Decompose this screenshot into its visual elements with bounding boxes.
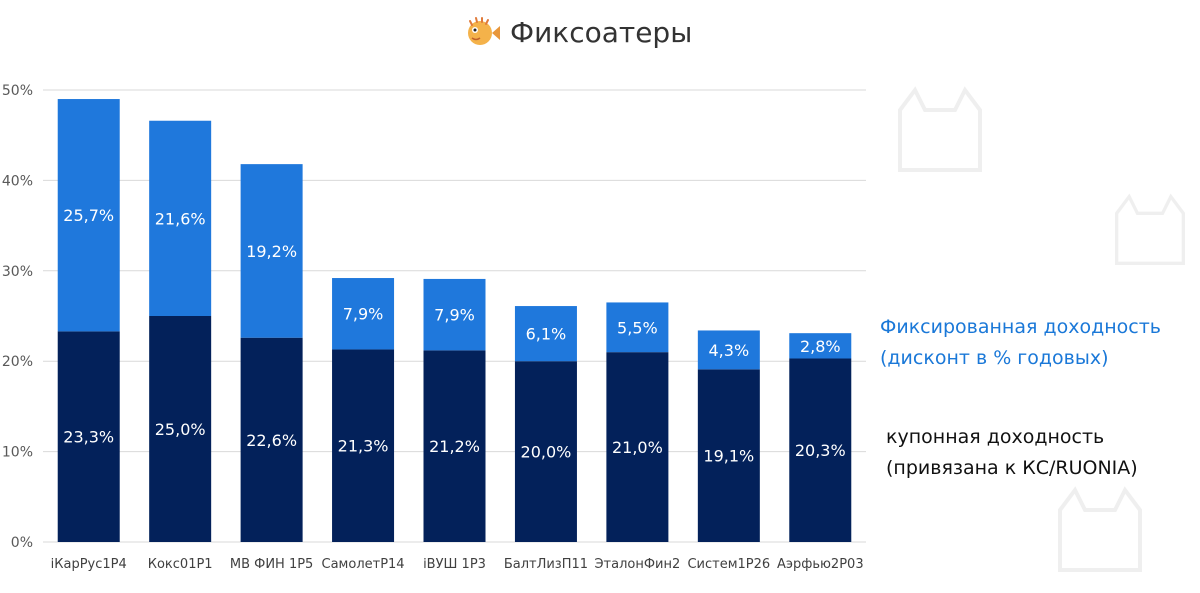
legend-fixed-line1: Фиксированная доходность: [880, 316, 1161, 338]
data-label-fixed: 25,7%: [63, 206, 114, 225]
y-tick-label: 20%: [2, 354, 33, 370]
chart-title: Фиксоатеры: [510, 15, 693, 49]
bar-coupon: [606, 352, 669, 542]
bar-fixed: [332, 278, 395, 350]
bar-fixed: [240, 164, 303, 338]
bar-fixed: [57, 99, 120, 332]
data-label-coupon: 22,6%: [246, 431, 297, 450]
data-label-fixed: 21,6%: [155, 209, 206, 228]
data-label-fixed: 7,9%: [343, 305, 384, 324]
bar-fixed: [423, 278, 486, 351]
data-label-fixed: 6,1%: [526, 325, 567, 344]
bar-coupon: [789, 358, 852, 542]
x-tick-label: СамолетР14: [322, 557, 405, 572]
data-label-coupon: 20,0%: [521, 443, 572, 462]
x-tick-label: iКарРус1Р4: [51, 557, 127, 572]
data-label-coupon: 21,2%: [429, 437, 480, 456]
bar-coupon: [57, 331, 120, 542]
legend-coupon-yield: купонная доходность (привязана к КС/RUON…: [886, 422, 1186, 484]
bar-coupon: [149, 316, 212, 542]
data-label-fixed: 2,8%: [800, 337, 841, 356]
data-label-fixed: 4,3%: [709, 341, 750, 360]
pufferfish-icon: [468, 17, 500, 45]
data-label-coupon: 25,0%: [155, 420, 206, 439]
watermark-cat-icon: [1115, 193, 1185, 265]
bar-coupon: [332, 349, 395, 542]
x-tick-label: МВ ФИН 1Р5: [230, 557, 313, 572]
bar-fixed: [149, 120, 212, 317]
data-label-coupon: 19,1%: [703, 447, 754, 466]
bar-coupon: [240, 337, 303, 542]
x-tick-label: Аэрфью2Р03: [777, 557, 864, 572]
bar-coupon: [697, 369, 760, 542]
stacked-bar-chart: 0% 10% 20% 30% 40% 50% 23,3% 25,7% iКарРус1Р4 25,…: [2, 83, 866, 572]
bar-fixed: [606, 302, 669, 353]
x-tick-label: БалтЛизП11: [504, 557, 588, 572]
chart-title-block: Фиксоатеры: [462, 8, 692, 56]
y-tick-label: 50%: [2, 83, 33, 99]
data-label-coupon: 23,3%: [63, 428, 114, 447]
legend-coupon-line1: купонная доходность: [886, 426, 1105, 448]
data-label-coupon: 20,3%: [795, 441, 846, 460]
data-label-fixed: 19,2%: [246, 242, 297, 261]
data-label-fixed: 5,5%: [617, 318, 658, 337]
bar-fixed: [789, 333, 852, 359]
legend-coupon-line2: (привязана к КС/RUONIA): [886, 457, 1138, 479]
y-tick-label: 30%: [2, 264, 33, 280]
bar-coupon: [423, 350, 486, 542]
x-tick-label: Систем1Р26: [687, 557, 770, 572]
bar-coupon: [514, 361, 577, 542]
data-label-coupon: 21,0%: [612, 438, 663, 457]
watermark-cat-icon: [1058, 486, 1142, 572]
bar-fixed: [697, 330, 760, 370]
x-tick-label: iВУШ 1Р3: [423, 557, 486, 572]
y-tick-label: 0%: [11, 535, 33, 551]
legend-fixed-line2: (дисконт в % годовых): [880, 347, 1109, 369]
legend-fixed-yield: Фиксированная доходность (дисконт в % го…: [880, 312, 1198, 374]
y-tick-label: 10%: [2, 445, 33, 461]
watermark-cat-icon: [898, 86, 982, 172]
data-label-coupon: 21,3%: [338, 437, 389, 456]
bar-fixed: [514, 306, 577, 362]
x-tick-label: Кокс01Р1: [148, 557, 213, 572]
y-tick-label: 40%: [2, 173, 33, 189]
x-tick-label: ЭталонФин2: [594, 557, 680, 572]
data-label-fixed: 7,9%: [434, 306, 475, 325]
